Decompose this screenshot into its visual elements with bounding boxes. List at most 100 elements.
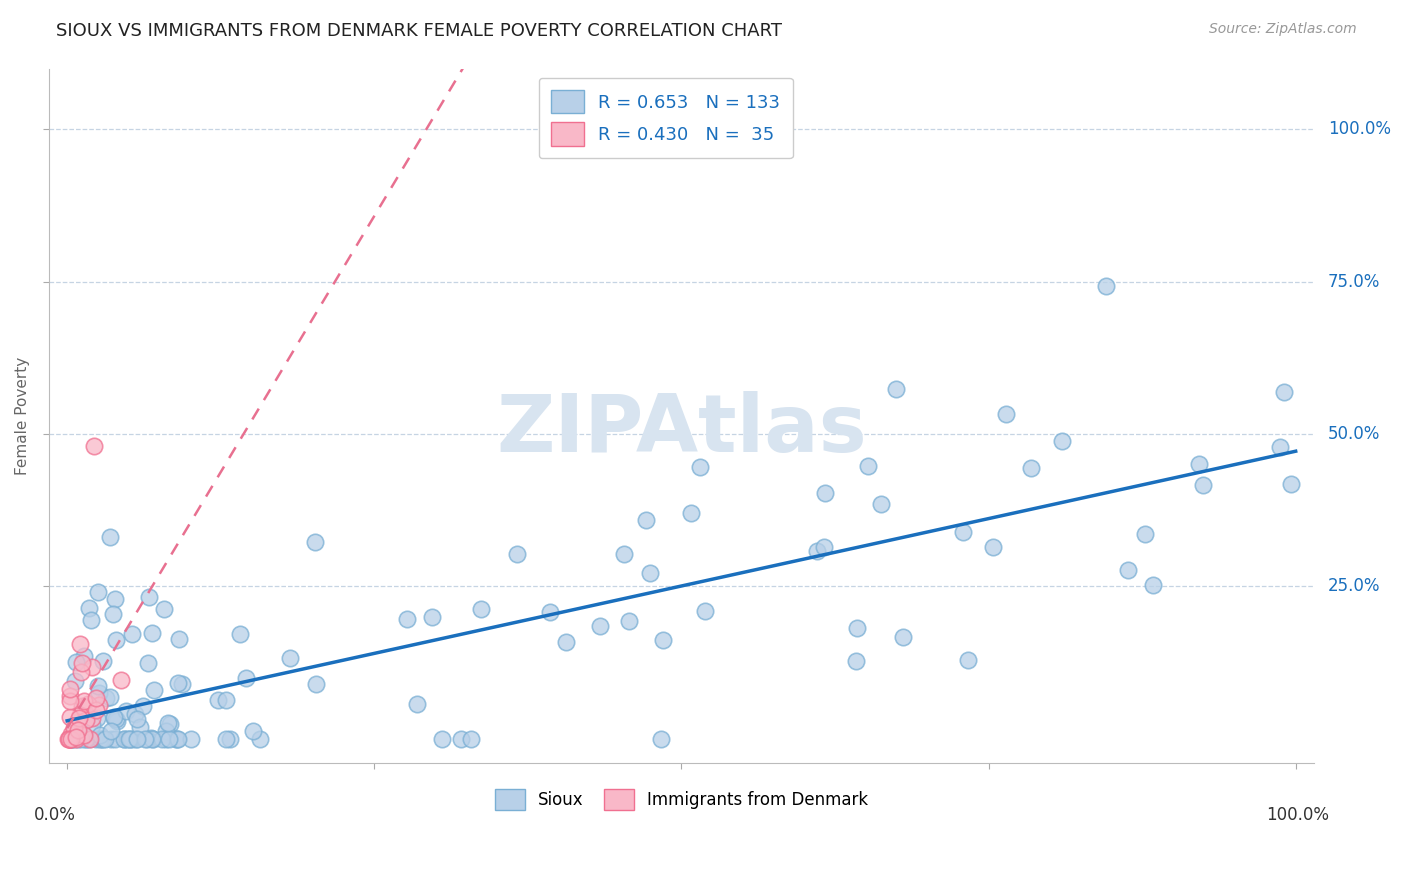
Point (75, 731, 97, 746)
Point (90, 731, 112, 746)
Point (58, 731, 80, 746)
Point (125, 731, 148, 746)
Point (1142, 578, 1164, 592)
Point (63, 673, 86, 688)
Point (120, 731, 142, 746)
Point (89, 698, 111, 712)
Point (589, 618, 612, 632)
Point (104, 731, 127, 746)
Point (430, 731, 453, 746)
Point (60, 727, 83, 741)
Point (689, 460, 711, 475)
Point (66, 731, 89, 746)
Point (952, 524, 974, 539)
Text: ZIPAtlas: ZIPAtlas (496, 391, 868, 468)
Point (79, 731, 101, 746)
Point (89, 728, 111, 742)
Point (1279, 476, 1302, 491)
Point (141, 625, 163, 640)
Point (84, 731, 107, 746)
Point (84, 690, 107, 705)
Point (73, 649, 96, 664)
Point (884, 382, 907, 396)
Point (242, 723, 264, 738)
Point (845, 654, 868, 668)
Point (229, 627, 252, 641)
Point (235, 671, 257, 685)
Point (104, 712, 127, 726)
Point (80, 659, 103, 673)
Point (59, 682, 82, 697)
Point (94, 731, 117, 746)
Point (1095, 279, 1118, 293)
Point (650, 731, 672, 746)
Point (103, 711, 125, 725)
Point (142, 683, 165, 698)
Point (1116, 563, 1139, 577)
Point (138, 590, 160, 604)
Point (104, 591, 127, 606)
Point (814, 486, 837, 500)
Point (65, 715, 87, 730)
Point (70, 698, 93, 713)
Point (72, 657, 94, 671)
Point (59, 731, 82, 746)
Point (69, 707, 91, 722)
Point (60, 731, 83, 746)
Point (856, 458, 879, 473)
Point (80, 613, 103, 627)
Point (115, 731, 138, 746)
Text: 75.0%: 75.0% (1329, 273, 1381, 291)
Point (70, 731, 93, 746)
Point (651, 633, 673, 648)
Point (79, 731, 101, 746)
Point (395, 612, 418, 626)
Point (86, 711, 108, 725)
Point (84, 703, 107, 717)
Point (129, 720, 152, 734)
Point (59, 731, 82, 746)
Point (58, 731, 80, 746)
Point (891, 630, 914, 644)
Text: 0.0%: 0.0% (34, 806, 76, 824)
Point (304, 535, 326, 549)
Point (406, 698, 429, 712)
Point (73, 728, 96, 742)
Point (159, 731, 181, 746)
Point (155, 723, 177, 738)
Point (67, 711, 90, 725)
Point (58, 689, 80, 703)
Point (141, 731, 163, 745)
Text: SIOUX VS IMMIGRANTS FROM DENMARK FEMALE POVERTY CORRELATION CHART: SIOUX VS IMMIGRANTS FROM DENMARK FEMALE … (56, 22, 782, 40)
Point (681, 506, 703, 520)
Point (619, 614, 641, 628)
Point (91, 654, 114, 668)
Point (80, 711, 103, 725)
Point (67, 723, 90, 737)
Point (103, 607, 125, 622)
Point (634, 513, 657, 527)
Point (62, 731, 84, 746)
Point (613, 548, 636, 562)
Point (65, 656, 87, 670)
Point (67, 731, 90, 745)
Point (121, 626, 143, 640)
Point (141, 731, 163, 746)
Point (845, 620, 868, 634)
Point (278, 651, 301, 665)
Point (1268, 440, 1291, 454)
Point (152, 602, 174, 616)
Text: 100.0%: 100.0% (1267, 806, 1329, 824)
Point (59, 731, 82, 746)
Point (994, 407, 1017, 421)
Point (62, 721, 84, 735)
Point (1052, 434, 1074, 449)
Point (77, 698, 100, 712)
Point (91, 731, 114, 746)
Point (65, 730, 87, 744)
Point (207, 693, 229, 707)
Point (157, 716, 180, 731)
Point (159, 717, 181, 731)
Text: 50.0%: 50.0% (1329, 425, 1381, 443)
Point (870, 497, 893, 511)
